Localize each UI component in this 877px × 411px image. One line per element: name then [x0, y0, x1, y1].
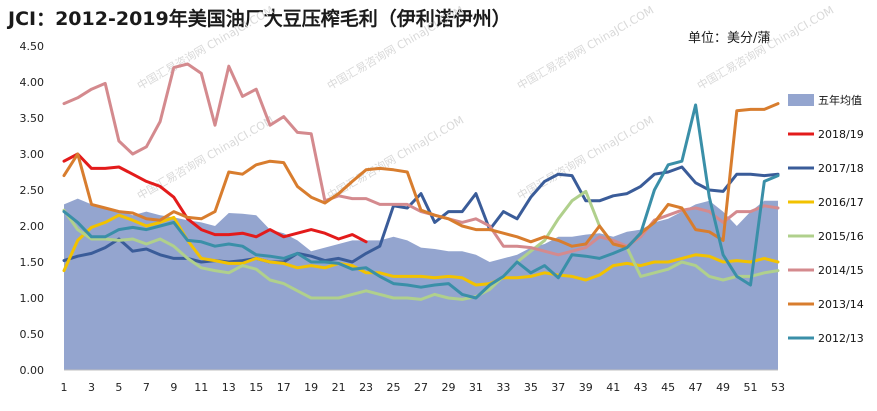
- legend-label: 2014/15: [818, 264, 864, 277]
- x-tick-label: 35: [524, 381, 538, 394]
- y-tick-label: 2.50: [20, 184, 45, 197]
- x-tick-label: 45: [661, 381, 675, 394]
- watermark-text: 中国汇易咨询网 ChinaJCI.COM: [135, 3, 277, 93]
- x-tick-label: 17: [277, 381, 291, 394]
- legend-label: 2017/18: [818, 162, 864, 175]
- legend-label: 2012/13: [818, 332, 864, 345]
- x-tick-label: 43: [634, 381, 648, 394]
- legend-label: 五年均值: [818, 93, 862, 107]
- watermark-text: 中国汇易咨询网 ChinaJCI.COM: [135, 113, 277, 203]
- legend-label: 2013/14: [818, 298, 864, 311]
- y-tick-label: 4.00: [20, 76, 45, 89]
- area-series-五年均值: [64, 198, 778, 370]
- x-tick-label: 3: [88, 381, 95, 394]
- x-tick-label: 1: [61, 381, 68, 394]
- y-tick-label: 3.50: [20, 112, 45, 125]
- x-tick-label: 31: [469, 381, 483, 394]
- y-tick-label: 1.00: [20, 292, 45, 305]
- x-tick-label: 15: [249, 381, 263, 394]
- x-tick-label: 27: [414, 381, 428, 394]
- x-tick-label: 25: [387, 381, 401, 394]
- x-tick-label: 5: [115, 381, 122, 394]
- legend-label: 2016/17: [818, 196, 864, 209]
- x-tick-label: 21: [332, 381, 346, 394]
- x-tick-label: 51: [744, 381, 758, 394]
- unit-label: 单位：美分/蒲: [688, 31, 771, 46]
- x-tick-label: 49: [716, 381, 730, 394]
- x-tick-label: 29: [441, 381, 455, 394]
- legend-label: 2018/19: [818, 128, 864, 141]
- y-tick-label: 0.50: [20, 328, 45, 341]
- watermark-text: 中国汇易咨询网 ChinaJCI.COM: [695, 3, 837, 93]
- x-tick-label: 47: [689, 381, 703, 394]
- legend-swatch: [788, 94, 814, 106]
- y-tick-label: 3.00: [20, 148, 45, 161]
- line-series-2017/18: [62, 165, 780, 264]
- x-tick-label: 37: [551, 381, 565, 394]
- y-tick-label: 2.00: [20, 220, 45, 233]
- x-tick-label: 33: [496, 381, 510, 394]
- x-tick-label: 13: [222, 381, 236, 394]
- line-series-2015/16: [62, 189, 780, 301]
- line-series-2013/14: [62, 102, 780, 250]
- x-tick-label: 19: [304, 381, 318, 394]
- legend-label: 2015/16: [818, 230, 864, 243]
- x-tick-label: 39: [579, 381, 593, 394]
- watermark-text: 中国汇易咨询网 ChinaJCI.COM: [515, 3, 657, 93]
- watermark-text: 中国汇易咨询网 ChinaJCI.COM: [325, 3, 467, 93]
- x-tick-label: 23: [359, 381, 373, 394]
- x-tick-label: 7: [143, 381, 150, 394]
- y-tick-label: 4.50: [20, 40, 45, 53]
- chart-title: JCI：2012-2019年美国油厂大豆压榨毛利（伊利诺伊州）: [8, 8, 511, 30]
- x-tick-label: 53: [771, 381, 785, 394]
- y-tick-label: 1.50: [20, 256, 45, 269]
- x-tick-label: 9: [170, 381, 177, 394]
- x-tick-label: 41: [606, 381, 620, 394]
- y-tick-label: 0.00: [20, 364, 45, 377]
- line-series-2012/13: [62, 103, 780, 300]
- x-tick-label: 11: [194, 381, 208, 394]
- line-series-2018/19: [62, 152, 368, 244]
